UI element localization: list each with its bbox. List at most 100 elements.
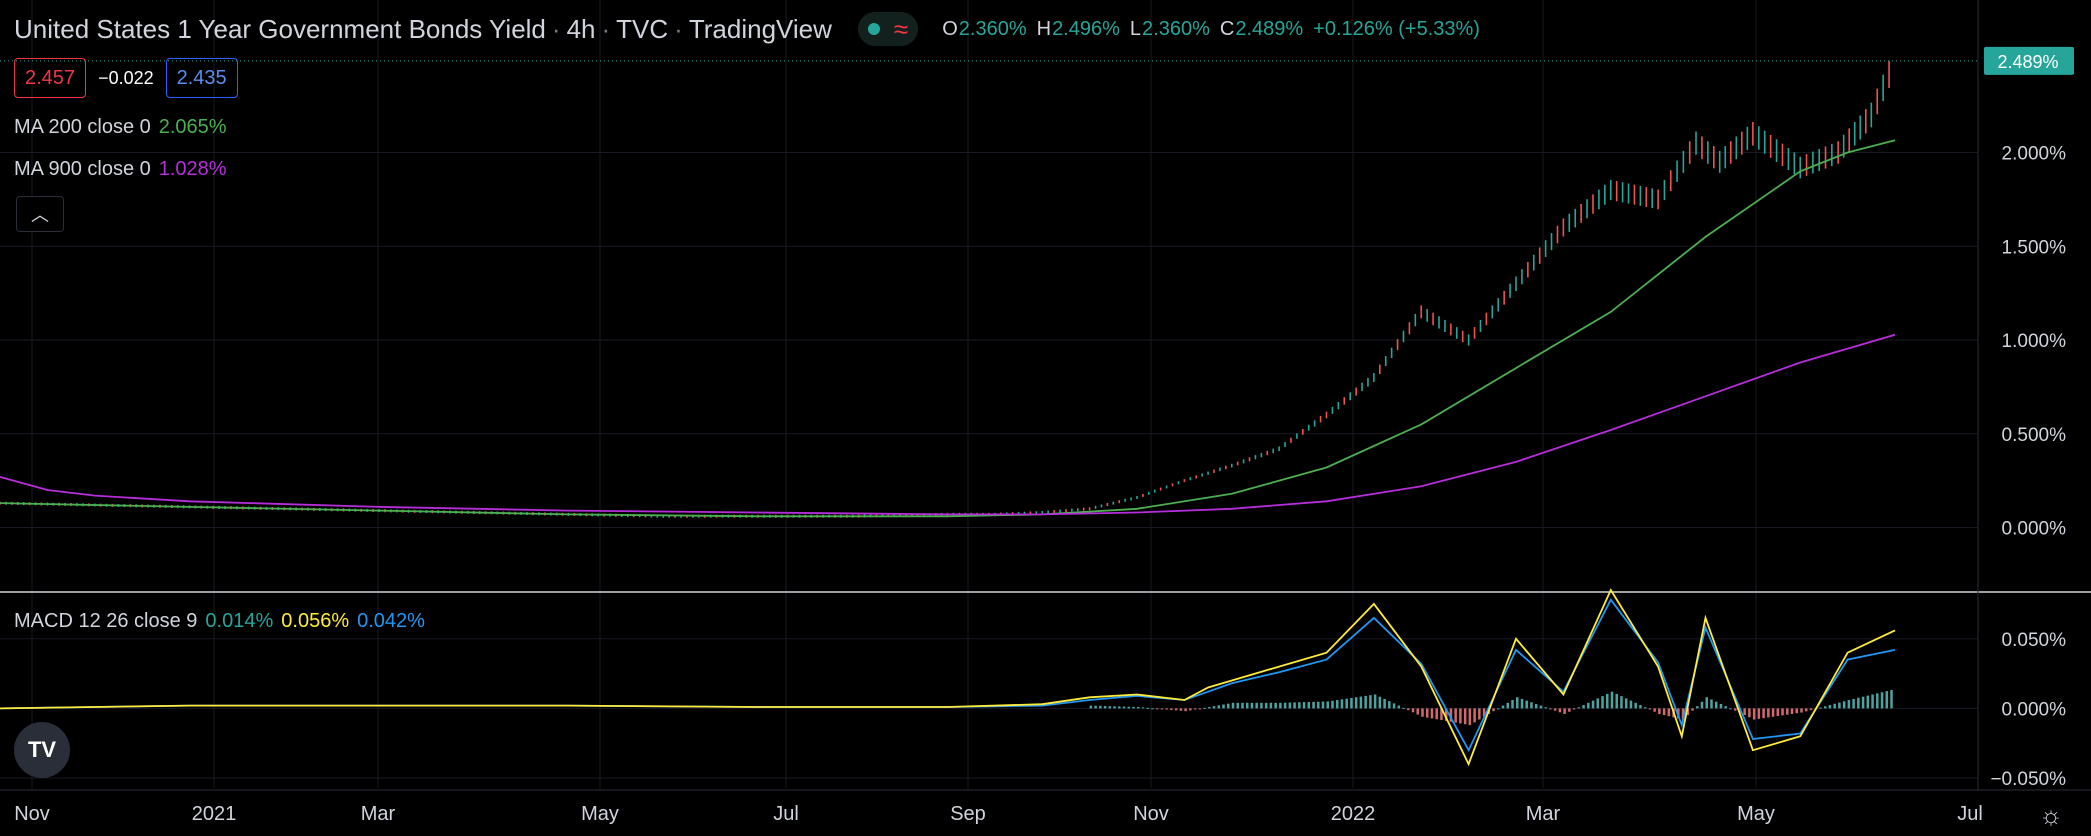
ma900-label: MA 900 close 0: [14, 158, 151, 180]
source-label: TVC: [616, 13, 669, 44]
macd-histogram-bar: [1444, 708, 1448, 721]
macd-histogram-bar: [1146, 707, 1149, 709]
macd-histogram-bar: [1274, 702, 1277, 709]
macd-histogram-bar: [1231, 702, 1235, 709]
x-tick-label: 2022: [1331, 803, 1376, 825]
macd-histogram-bar: [1653, 708, 1656, 712]
macd-histogram-bar: [1615, 693, 1618, 709]
macd-histogram-bar: [1639, 705, 1642, 709]
macd-histogram-bar: [1264, 702, 1268, 709]
macd-histogram-bar: [1283, 702, 1287, 709]
macd-histogram-bar: [1402, 707, 1405, 709]
macd-histogram-bar: [1823, 706, 1827, 709]
ohlc-values: O2.360% H2.496% L2.360% C2.489% +0.126% …: [942, 17, 1480, 40]
macd-histogram-bar: [1606, 693, 1609, 709]
macd-histogram-bar: [1733, 708, 1737, 711]
macd-histogram-bar: [1094, 705, 1097, 709]
macd-histogram-bar: [1809, 708, 1813, 711]
macd-histogram-bar: [1667, 708, 1671, 717]
status-icons[interactable]: ≈: [857, 12, 919, 46]
interval-label[interactable]: 4h: [566, 13, 596, 44]
macd-histogram-bar: [1762, 708, 1765, 719]
buy-price-box[interactable]: 2.435: [165, 58, 238, 98]
y-tick-label: 2.000%: [2002, 144, 2067, 165]
macd-histogram-bar: [1804, 708, 1808, 712]
macd-histogram-bar: [1501, 705, 1505, 709]
tradingview-logo-icon[interactable]: TV: [14, 722, 70, 778]
indicator-macd[interactable]: MACD 12 26 close 9 0.014% 0.056% 0.042%: [14, 610, 425, 633]
macd-histogram-bar: [1492, 708, 1495, 712]
macd-histogram-bar: [1463, 708, 1467, 725]
macd-histogram-bar: [1729, 708, 1732, 710]
macd-histogram-bar: [1369, 695, 1372, 709]
macd-histogram-bar: [1842, 701, 1846, 709]
macd-histogram-bar: [1155, 708, 1159, 710]
macd-histogram-bar: [1137, 707, 1140, 709]
close-value: 2.489%: [1235, 17, 1304, 40]
macd-histogram-bar: [1359, 696, 1363, 709]
symbol-title[interactable]: United States 1 Year Government Bonds Yi…: [14, 13, 546, 44]
macd-histogram-bar: [1411, 708, 1415, 713]
x-tick-label: May: [1737, 803, 1775, 825]
macd-histogram-bar: [1364, 695, 1367, 709]
indicator-ma200[interactable]: MA 200 close 0 2.065%: [14, 116, 227, 139]
macd-histogram-bar: [1151, 708, 1154, 710]
live-dot-icon: [867, 23, 880, 35]
indicator-ma900[interactable]: MA 900 close 0 1.028%: [14, 158, 227, 181]
macd-histogram-bar: [1236, 702, 1239, 709]
macd-histogram-bar: [1127, 706, 1131, 709]
macd-histogram-bar: [1321, 701, 1325, 709]
macd-histogram-bar: [1828, 705, 1832, 709]
macd-histogram-bar: [1279, 702, 1282, 709]
macd-histogram-bar: [1482, 708, 1486, 717]
macd-histogram-bar: [1596, 698, 1600, 709]
macd-histogram-bar: [1459, 708, 1462, 724]
settings-icon[interactable]: ☼: [2039, 800, 2063, 830]
wave-icon[interactable]: ≈: [893, 14, 909, 44]
macd-histogram-bar: [1719, 703, 1723, 709]
macd-histogram-bar: [1838, 702, 1841, 709]
macd-histogram-bar: [1193, 708, 1197, 710]
macd-histogram-bar: [1800, 708, 1803, 713]
macd-histogram-bar: [1857, 697, 1860, 709]
macd-histogram-bar: [1572, 708, 1576, 710]
macd-histogram-bar: [1118, 706, 1121, 709]
macd-histogram-bar: [1852, 698, 1855, 709]
macd-histogram-bar: [1350, 697, 1353, 709]
sell-price-box[interactable]: 2.457: [14, 58, 87, 98]
chevron-up-icon: ︿: [31, 205, 49, 225]
x-tick-label: Nov: [14, 803, 50, 825]
macd-histogram-bar: [1624, 698, 1628, 709]
x-tick-label: Nov: [1133, 803, 1169, 825]
macd-histogram-bar: [1430, 708, 1434, 719]
macd-histogram-bar: [1373, 694, 1377, 709]
macd-histogram-bar: [1227, 703, 1230, 709]
macd-histogram-bar: [1113, 706, 1116, 709]
macd-histogram-bar: [1634, 702, 1637, 709]
macd-histogram-bar: [1871, 694, 1874, 709]
macd-histogram-bar: [1662, 708, 1666, 716]
x-tick-label: Mar: [1526, 803, 1561, 825]
collapse-legend-button[interactable]: ︿: [16, 196, 64, 232]
macd-histogram-bar: [1425, 708, 1429, 718]
macd-histogram-bar: [1378, 696, 1382, 709]
macd-histogram-bar: [1710, 699, 1713, 709]
macd-histogram-bar: [1241, 702, 1244, 709]
macd-hist-value: 0.014%: [205, 610, 274, 632]
macd-histogram-bar: [1416, 708, 1420, 715]
macd-histogram-bar: [1591, 700, 1595, 709]
macd-histogram-bar: [1553, 708, 1557, 711]
macd-histogram-bar: [1601, 696, 1604, 709]
macd-histogram-bar: [1307, 701, 1311, 709]
macd-histogram-bar: [1648, 708, 1652, 710]
macd-histogram-bar: [1833, 703, 1836, 709]
ma200-value: 2.065%: [158, 116, 227, 138]
macd-histogram-bar: [1752, 708, 1756, 720]
macd-histogram-bar: [1217, 705, 1221, 709]
spread-value: −0.022: [98, 67, 154, 88]
macd-histogram-bar: [1757, 708, 1761, 719]
macd-histogram-bar: [1790, 708, 1794, 714]
high-value: 2.496%: [1052, 17, 1120, 40]
ma900-value: 1.028%: [158, 158, 227, 180]
